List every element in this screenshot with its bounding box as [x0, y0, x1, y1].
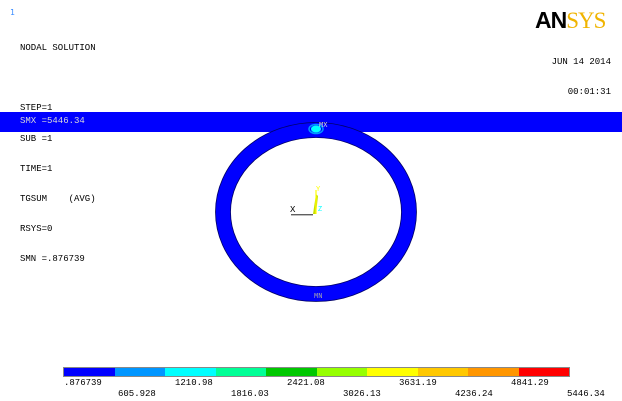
contour-legend-bar — [63, 367, 570, 377]
legend-band-6 — [367, 368, 418, 376]
info-line-step: STEP=1 — [20, 103, 53, 114]
legend-label-bottom-1: 1816.03 — [231, 389, 269, 399]
info-line-time: TIME=1 — [20, 163, 53, 174]
info-line-title: NODAL SOLUTION — [20, 43, 96, 53]
timestamp: JUN 14 2014 00:01:31 — [541, 37, 611, 117]
legend-label-bottom-2: 3026.13 — [343, 389, 381, 399]
info-line-sub: SUB =1 — [20, 133, 53, 144]
info-line-smx: SMX =5446.34 — [20, 116, 85, 126]
date-text: JUN 14 2014 — [551, 57, 611, 67]
axis-y-label: Y — [316, 186, 321, 194]
info-line-rsys: RSYS=0 — [20, 224, 53, 235]
window-number: 1 — [10, 8, 15, 17]
max-hotspot — [311, 125, 321, 133]
legend-label-top-0: .876739 — [64, 378, 102, 388]
legend-band-2 — [165, 368, 216, 376]
axis-x-label: X — [290, 205, 296, 215]
legend-band-8 — [468, 368, 519, 376]
legend-label-top-3: 3631.19 — [399, 378, 437, 388]
legend-band-3 — [215, 368, 266, 376]
max-hotspot-outer — [308, 123, 324, 135]
pipe-ring-inner-edge — [230, 137, 402, 287]
legend-label-bottom-0: 605.928 — [118, 389, 156, 399]
legend-band-0 — [64, 368, 115, 376]
legend-label-bottom-3: 4236.24 — [455, 389, 493, 399]
legend-label-top-2: 2421.08 — [287, 378, 325, 388]
info-line-tgsum: TGSUM (AVG) — [20, 193, 96, 204]
info-line-smn: SMN =.876739 — [20, 254, 85, 265]
ansys-logo: ANSYS — [535, 7, 606, 33]
legend-band-4 — [266, 368, 317, 376]
legend-band-1 — [114, 368, 165, 376]
solution-info-block: NODAL SOLUTION STEP=1 SUB =1 TIME=1 TGSU… — [20, 23, 96, 285]
mx-label: MX — [319, 122, 328, 130]
pipe-ring-outer-edge — [215, 122, 417, 302]
legend-band-7 — [417, 368, 468, 376]
legend-label-top-1: 1210.98 — [175, 378, 213, 388]
legend-label-top-4: 4841.29 — [511, 378, 549, 388]
axis-z-label: Z — [318, 206, 322, 214]
mn-label: MN — [314, 293, 322, 301]
solution-band — [0, 112, 622, 132]
time-text: 00:01:31 — [567, 87, 611, 97]
legend-band-5 — [316, 368, 367, 376]
legend-label-bottom-4: 5446.34 — [567, 389, 605, 399]
legend-band-9 — [518, 368, 569, 376]
